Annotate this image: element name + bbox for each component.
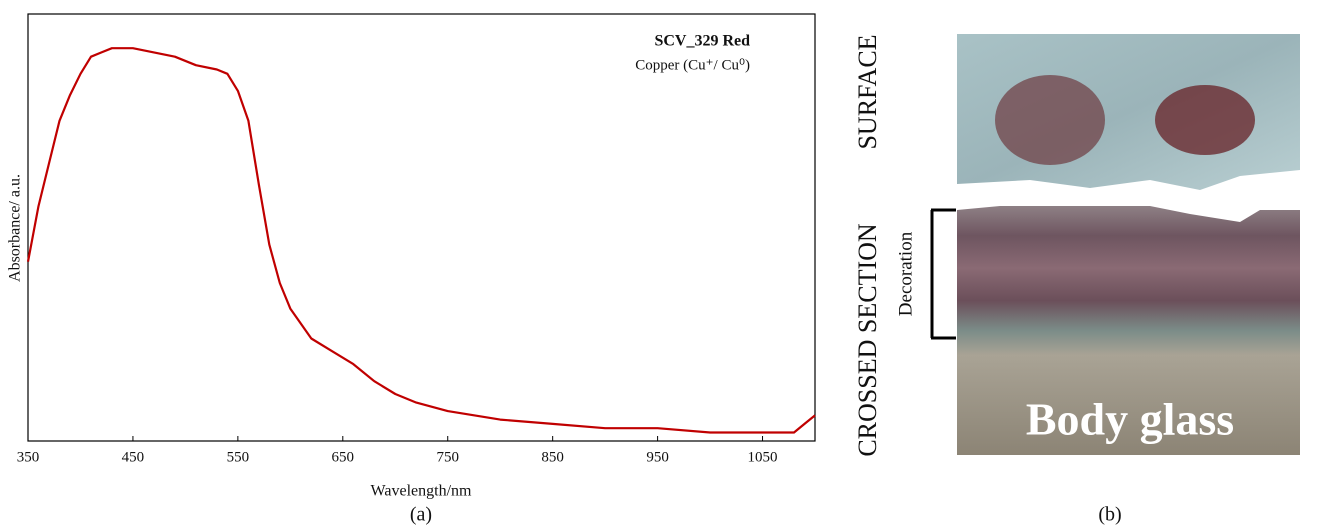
surface-spot (995, 75, 1105, 165)
x-tick-label: 950 (646, 449, 669, 465)
surface-label: SURFACE (853, 34, 882, 149)
x-tick-label: 450 (122, 449, 145, 465)
panel-label: (a) (410, 504, 432, 526)
plot-frame (27, 13, 816, 442)
series-title: SCV_329 Red (654, 33, 750, 50)
decoration-label: Decoration (895, 231, 916, 316)
surface-spot (1155, 85, 1255, 155)
x-tick-label: 850 (541, 449, 564, 465)
cross-section-photo (957, 206, 1300, 455)
line (26, 47, 816, 434)
x-tick-label: 550 (227, 449, 250, 465)
x-tick-label: 1050 (748, 449, 778, 465)
y-axis-label: Absorbance/ a.u. (7, 174, 24, 282)
x-tick-label: 650 (332, 449, 355, 465)
panel-label: (b) (1098, 504, 1121, 526)
x-axis-label: Wavelength/nm (371, 483, 472, 500)
body-glass-label: Body glass (1026, 394, 1234, 445)
series-subtitle: Copper (Cu⁺/ Cu⁰) (635, 57, 750, 73)
cross-section-label: CROSSED SECTION (853, 223, 882, 457)
x-tick-label: 750 (436, 449, 459, 465)
x-tick-label: 350 (17, 449, 40, 465)
photo (957, 34, 1300, 455)
